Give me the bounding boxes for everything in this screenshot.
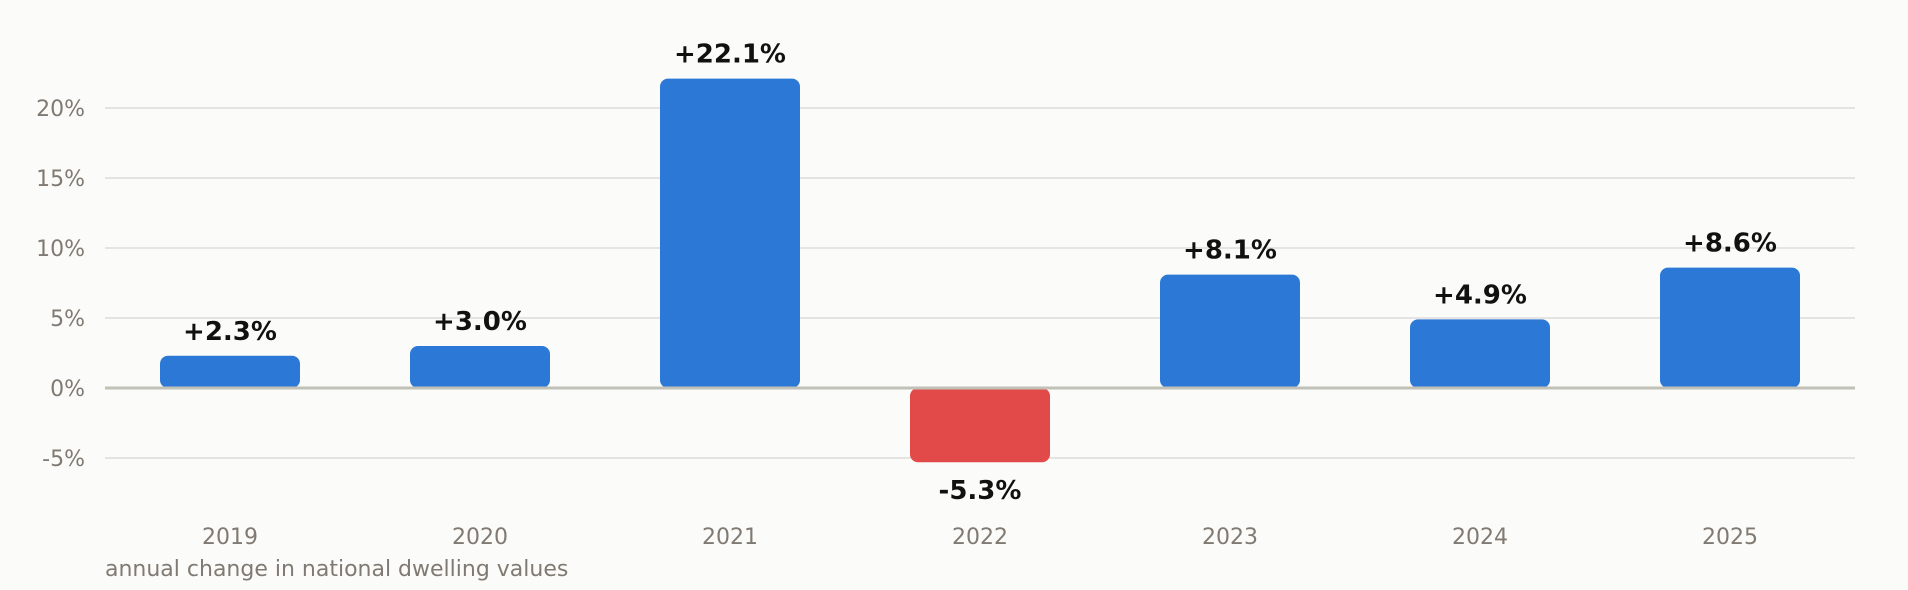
data-label: -5.3% [939, 476, 1022, 506]
bar-2021 [660, 78, 800, 388]
bar-2023 [1160, 274, 1300, 388]
chart-caption: annual change in national dwelling value… [105, 557, 568, 582]
bars [160, 78, 1800, 463]
x-tick-label: 2025 [1702, 525, 1758, 550]
x-tick-label: 2019 [202, 525, 258, 550]
gridlines [105, 107, 1855, 459]
x-axis: 2019 2020 2021 2022 2023 2024 2025 [202, 525, 1758, 550]
bar-2019 [160, 355, 300, 388]
x-tick-label: 2021 [702, 525, 758, 550]
data-label: +4.9% [1433, 280, 1527, 310]
y-tick-label: 5% [50, 307, 85, 332]
data-label: +2.3% [183, 317, 277, 347]
data-label: +22.1% [674, 40, 786, 70]
y-tick-label: 10% [36, 237, 85, 262]
data-labels: +2.3% +3.0% +22.1% -5.3% +8.1% +4.9% +8.6% [183, 40, 1777, 507]
bar-2022 [910, 388, 1050, 463]
y-tick-label: 0% [50, 377, 85, 402]
x-tick-label: 2020 [452, 525, 508, 550]
y-axis: -5% 0% 5% 10% 15% 20% [36, 97, 85, 472]
y-tick-label: 15% [36, 167, 85, 192]
x-tick-label: 2024 [1452, 525, 1508, 550]
data-label: +3.0% [433, 307, 527, 337]
x-tick-label: 2022 [952, 525, 1008, 550]
y-tick-label: 20% [36, 97, 85, 122]
x-tick-label: 2023 [1202, 525, 1258, 550]
bar-2024 [1410, 319, 1550, 388]
bar-2020 [410, 346, 550, 388]
bar-2025 [1660, 267, 1800, 388]
data-label: +8.1% [1183, 236, 1277, 266]
data-label: +8.6% [1683, 229, 1777, 259]
y-tick-label: -5% [42, 447, 85, 472]
